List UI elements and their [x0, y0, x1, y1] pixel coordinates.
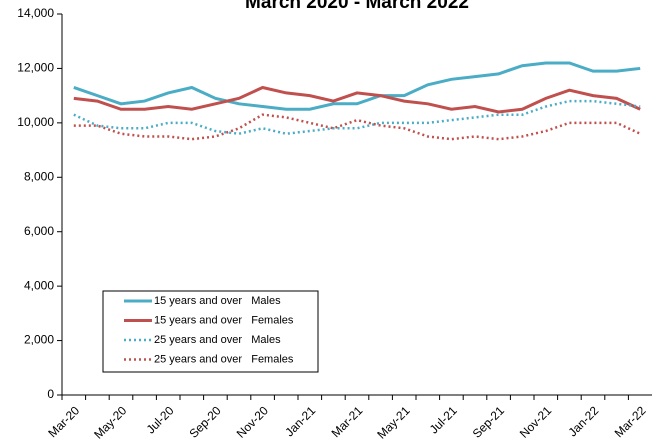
chart-title: March 2020 - March 2022: [245, 0, 469, 13]
x-tick-label: Mar-22: [612, 403, 649, 440]
y-tick-label: 8,000: [24, 169, 54, 183]
x-tick-label: Nov-21: [517, 403, 554, 440]
x-tick-label: Jul-20: [144, 403, 177, 436]
legend-label: 15 years and over Males: [154, 295, 281, 307]
x-tick-label: Nov-20: [234, 403, 271, 440]
x-tick-label: Jan-21: [282, 403, 318, 439]
x-tick-label: Sep-20: [186, 403, 223, 440]
series-line: [73, 85, 641, 114]
series-line: [73, 113, 641, 141]
legend-label: 25 years and over Females: [154, 353, 294, 365]
legend-label: 25 years and over Males: [154, 334, 281, 346]
y-tick-label: 2,000: [24, 333, 54, 347]
legend-box: [102, 290, 319, 373]
y-tick-label: 4,000: [24, 278, 54, 292]
legend-label: 15 years and over Females: [154, 314, 294, 326]
y-tick-label: 0: [47, 387, 54, 401]
series-line: [73, 61, 641, 111]
series-line: [73, 99, 641, 136]
y-tick-label: 12,000: [17, 61, 54, 75]
x-tick-label: Jul-21: [427, 403, 460, 436]
y-tick-label: 10,000: [17, 115, 54, 129]
x-tick-label: Mar-20: [45, 403, 82, 440]
x-tick-label: May-21: [374, 403, 412, 441]
x-tick-label: Sep-21: [470, 403, 507, 440]
y-tick-label: 6,000: [24, 224, 54, 238]
x-tick-label: May-20: [91, 403, 129, 441]
y-tick-label: 14,000: [17, 6, 54, 20]
x-tick-label: Jan-22: [566, 403, 602, 439]
x-tick-label: Mar-21: [329, 403, 366, 440]
